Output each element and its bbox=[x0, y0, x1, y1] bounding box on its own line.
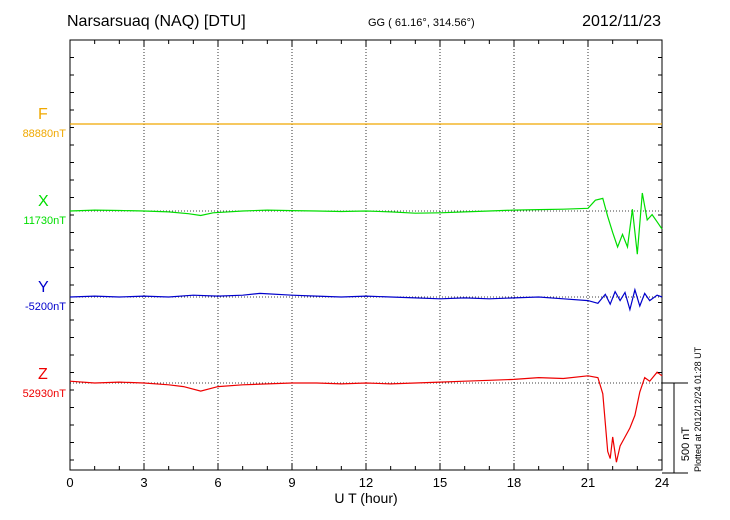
scale-bar-label: 500 nT bbox=[680, 427, 692, 462]
x-tick-label: 0 bbox=[66, 475, 73, 490]
plot-date: 2012/11/23 bbox=[582, 13, 661, 30]
plotted-timestamp: Plotted at 2012/12/24 01:28 UT bbox=[693, 346, 703, 472]
x-tick-label: 6 bbox=[214, 475, 221, 490]
geo-coordinates: GG ( 61.16°, 314.56°) bbox=[368, 17, 475, 29]
component-baseline-y: -5200nT bbox=[25, 301, 66, 313]
x-tick-label: 18 bbox=[507, 475, 521, 490]
component-label-x: X bbox=[38, 193, 49, 210]
grid-lines bbox=[70, 40, 662, 470]
plot-frame bbox=[69, 39, 663, 471]
axis-ticks: 0 3 6 9 12 15 18 21 24 bbox=[66, 39, 669, 490]
component-baseline-f: 88880nT bbox=[22, 128, 66, 140]
component-baseline-z: 52930nT bbox=[22, 388, 66, 400]
series-y bbox=[69, 287, 663, 312]
component-baseline-x: 11730nT bbox=[23, 215, 66, 227]
series-traces bbox=[69, 123, 663, 463]
component-label-z: Z bbox=[38, 366, 48, 383]
component-label-f: F bbox=[38, 106, 48, 123]
x-tick-label: 9 bbox=[288, 475, 295, 490]
station-title: Narsarsuaq (NAQ) [DTU] bbox=[67, 13, 246, 30]
x-tick-label: 24 bbox=[655, 475, 669, 490]
component-label-y: Y bbox=[38, 279, 49, 296]
series-z bbox=[69, 371, 663, 463]
x-tick-label: 3 bbox=[140, 475, 147, 490]
scale-bar bbox=[662, 382, 688, 474]
x-axis-label: U T (hour) bbox=[334, 490, 397, 506]
x-tick-label: 21 bbox=[581, 475, 595, 490]
x-tick-label: 15 bbox=[433, 475, 447, 490]
series-x bbox=[69, 192, 663, 255]
x-tick-label: 12 bbox=[359, 475, 373, 490]
plot-border bbox=[69, 39, 663, 471]
